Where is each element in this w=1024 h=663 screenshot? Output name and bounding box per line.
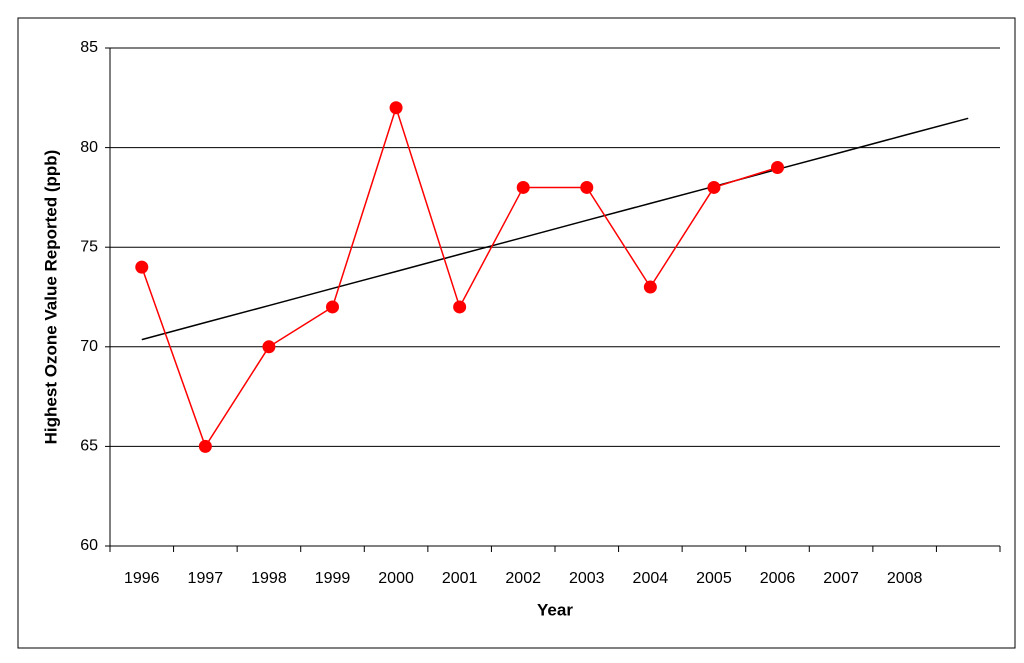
x-tick-label: 1996 <box>124 570 160 587</box>
data-point <box>707 180 721 194</box>
data-point <box>453 300 467 314</box>
data-point <box>389 101 403 115</box>
y-tick-label: 70 <box>80 338 98 355</box>
data-point <box>198 439 212 453</box>
data-point <box>580 180 594 194</box>
y-tick-label: 80 <box>80 139 98 156</box>
data-point <box>516 180 530 194</box>
x-tick-label: 2008 <box>887 570 923 587</box>
x-tick-label: 2007 <box>823 570 859 587</box>
data-point <box>262 340 276 354</box>
data-point <box>135 260 149 274</box>
chart-border <box>17 17 1016 649</box>
x-tick-label: 2003 <box>569 570 605 587</box>
data-point <box>326 300 339 314</box>
y-tick-label: 75 <box>80 238 98 255</box>
x-tick-label: 1998 <box>251 570 287 587</box>
x-tick-label: 2006 <box>760 570 796 587</box>
y-axis-title: Highest Ozone Value Reported (ppb) <box>41 150 60 445</box>
x-tick-label: 2005 <box>696 570 732 587</box>
x-tick-label: 1997 <box>188 570 224 587</box>
x-tick-label: 2002 <box>505 570 541 587</box>
x-tick-label: 1999 <box>315 570 351 587</box>
y-tick-label: 60 <box>80 537 98 554</box>
y-tick-label: 65 <box>80 438 98 455</box>
x-axis-title: Year <box>537 600 573 619</box>
y-tick-label: 85 <box>80 39 98 56</box>
x-tick-label: 2001 <box>442 570 478 587</box>
x-tick-label: 2000 <box>378 570 414 587</box>
data-point <box>771 161 784 175</box>
trend-line <box>141 117 969 341</box>
x-tick-label: 2004 <box>633 570 669 587</box>
data-point <box>643 280 657 294</box>
